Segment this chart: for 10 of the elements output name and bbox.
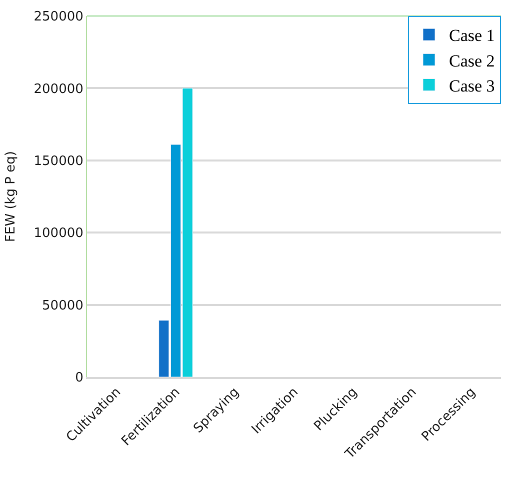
y-tick-label: 100000 (34, 226, 84, 242)
legend-label: Case 3 (449, 76, 495, 96)
y-tick-label: 250000 (34, 10, 84, 25)
legend-label: Case 1 (449, 26, 495, 46)
legend-label: Case 2 (449, 51, 495, 70)
y-tick-label: 200000 (34, 82, 84, 97)
y-tick-label: 50000 (42, 298, 84, 314)
y-tick-label: 0 (75, 370, 84, 386)
y-axis-title: FEW (kg P eq) (4, 151, 19, 242)
y-tick-label: 150000 (34, 154, 84, 169)
